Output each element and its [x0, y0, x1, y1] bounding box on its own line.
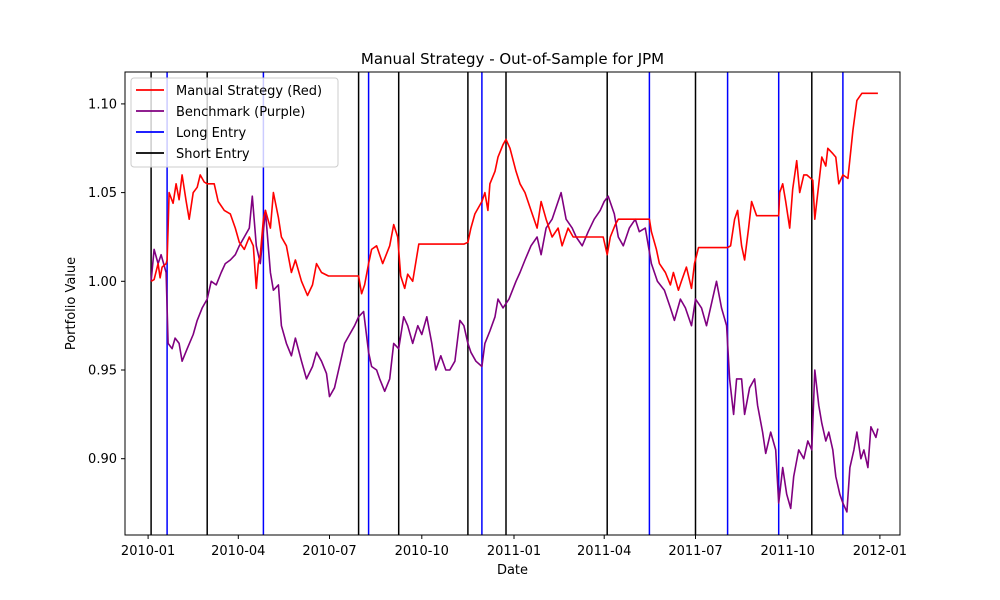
legend-label-strategy: Manual Strategy (Red): [176, 84, 322, 99]
legend-box: [130, 77, 339, 168]
x-tick-label: 2010-04: [211, 544, 265, 559]
x-tick-label: 2011-01: [487, 544, 541, 559]
legend-label-long-entry: Long Entry: [176, 126, 246, 141]
series-lines: [150, 92, 879, 513]
x-tick-label: 2011-10: [761, 544, 815, 559]
benchmark-line: [150, 191, 879, 513]
x-axis-title: Date: [497, 563, 528, 578]
y-tick-label: 0.90: [88, 452, 117, 467]
legend-label-short-entry: Short Entry: [176, 147, 250, 162]
x-tick-label: 2011-07: [668, 544, 722, 559]
plot-frame: [124, 71, 901, 536]
x-axis: 2010-01 2010-04 2010-07 2010-10 2011-01 2011-…: [121, 535, 907, 559]
y-tick-label: 1.10: [88, 97, 117, 112]
legend-label-benchmark: Benchmark (Purple): [176, 105, 305, 120]
manual-strategy-line: [150, 92, 878, 297]
x-tick-label: 2010-01: [121, 544, 175, 559]
y-axis-title: Portfolio Value: [64, 257, 79, 350]
x-tick-label: 2010-10: [395, 544, 449, 559]
y-tick-label: 0.95: [88, 364, 117, 379]
y-tick-label: 1.00: [88, 275, 117, 290]
legend: Manual Strategy (Red) Benchmark (Purple)…: [130, 77, 339, 168]
x-tick-label: 2011-04: [577, 544, 631, 559]
x-tick-label: 2012-01: [853, 544, 907, 559]
x-tick-label: 2010-07: [302, 544, 356, 559]
y-tick-label: 1.05: [88, 186, 117, 201]
y-axis: 0.90 0.95 1.00 1.05 1.10: [88, 97, 125, 467]
chart-title: Manual Strategy - Out-of-Sample for JPM: [361, 50, 664, 68]
